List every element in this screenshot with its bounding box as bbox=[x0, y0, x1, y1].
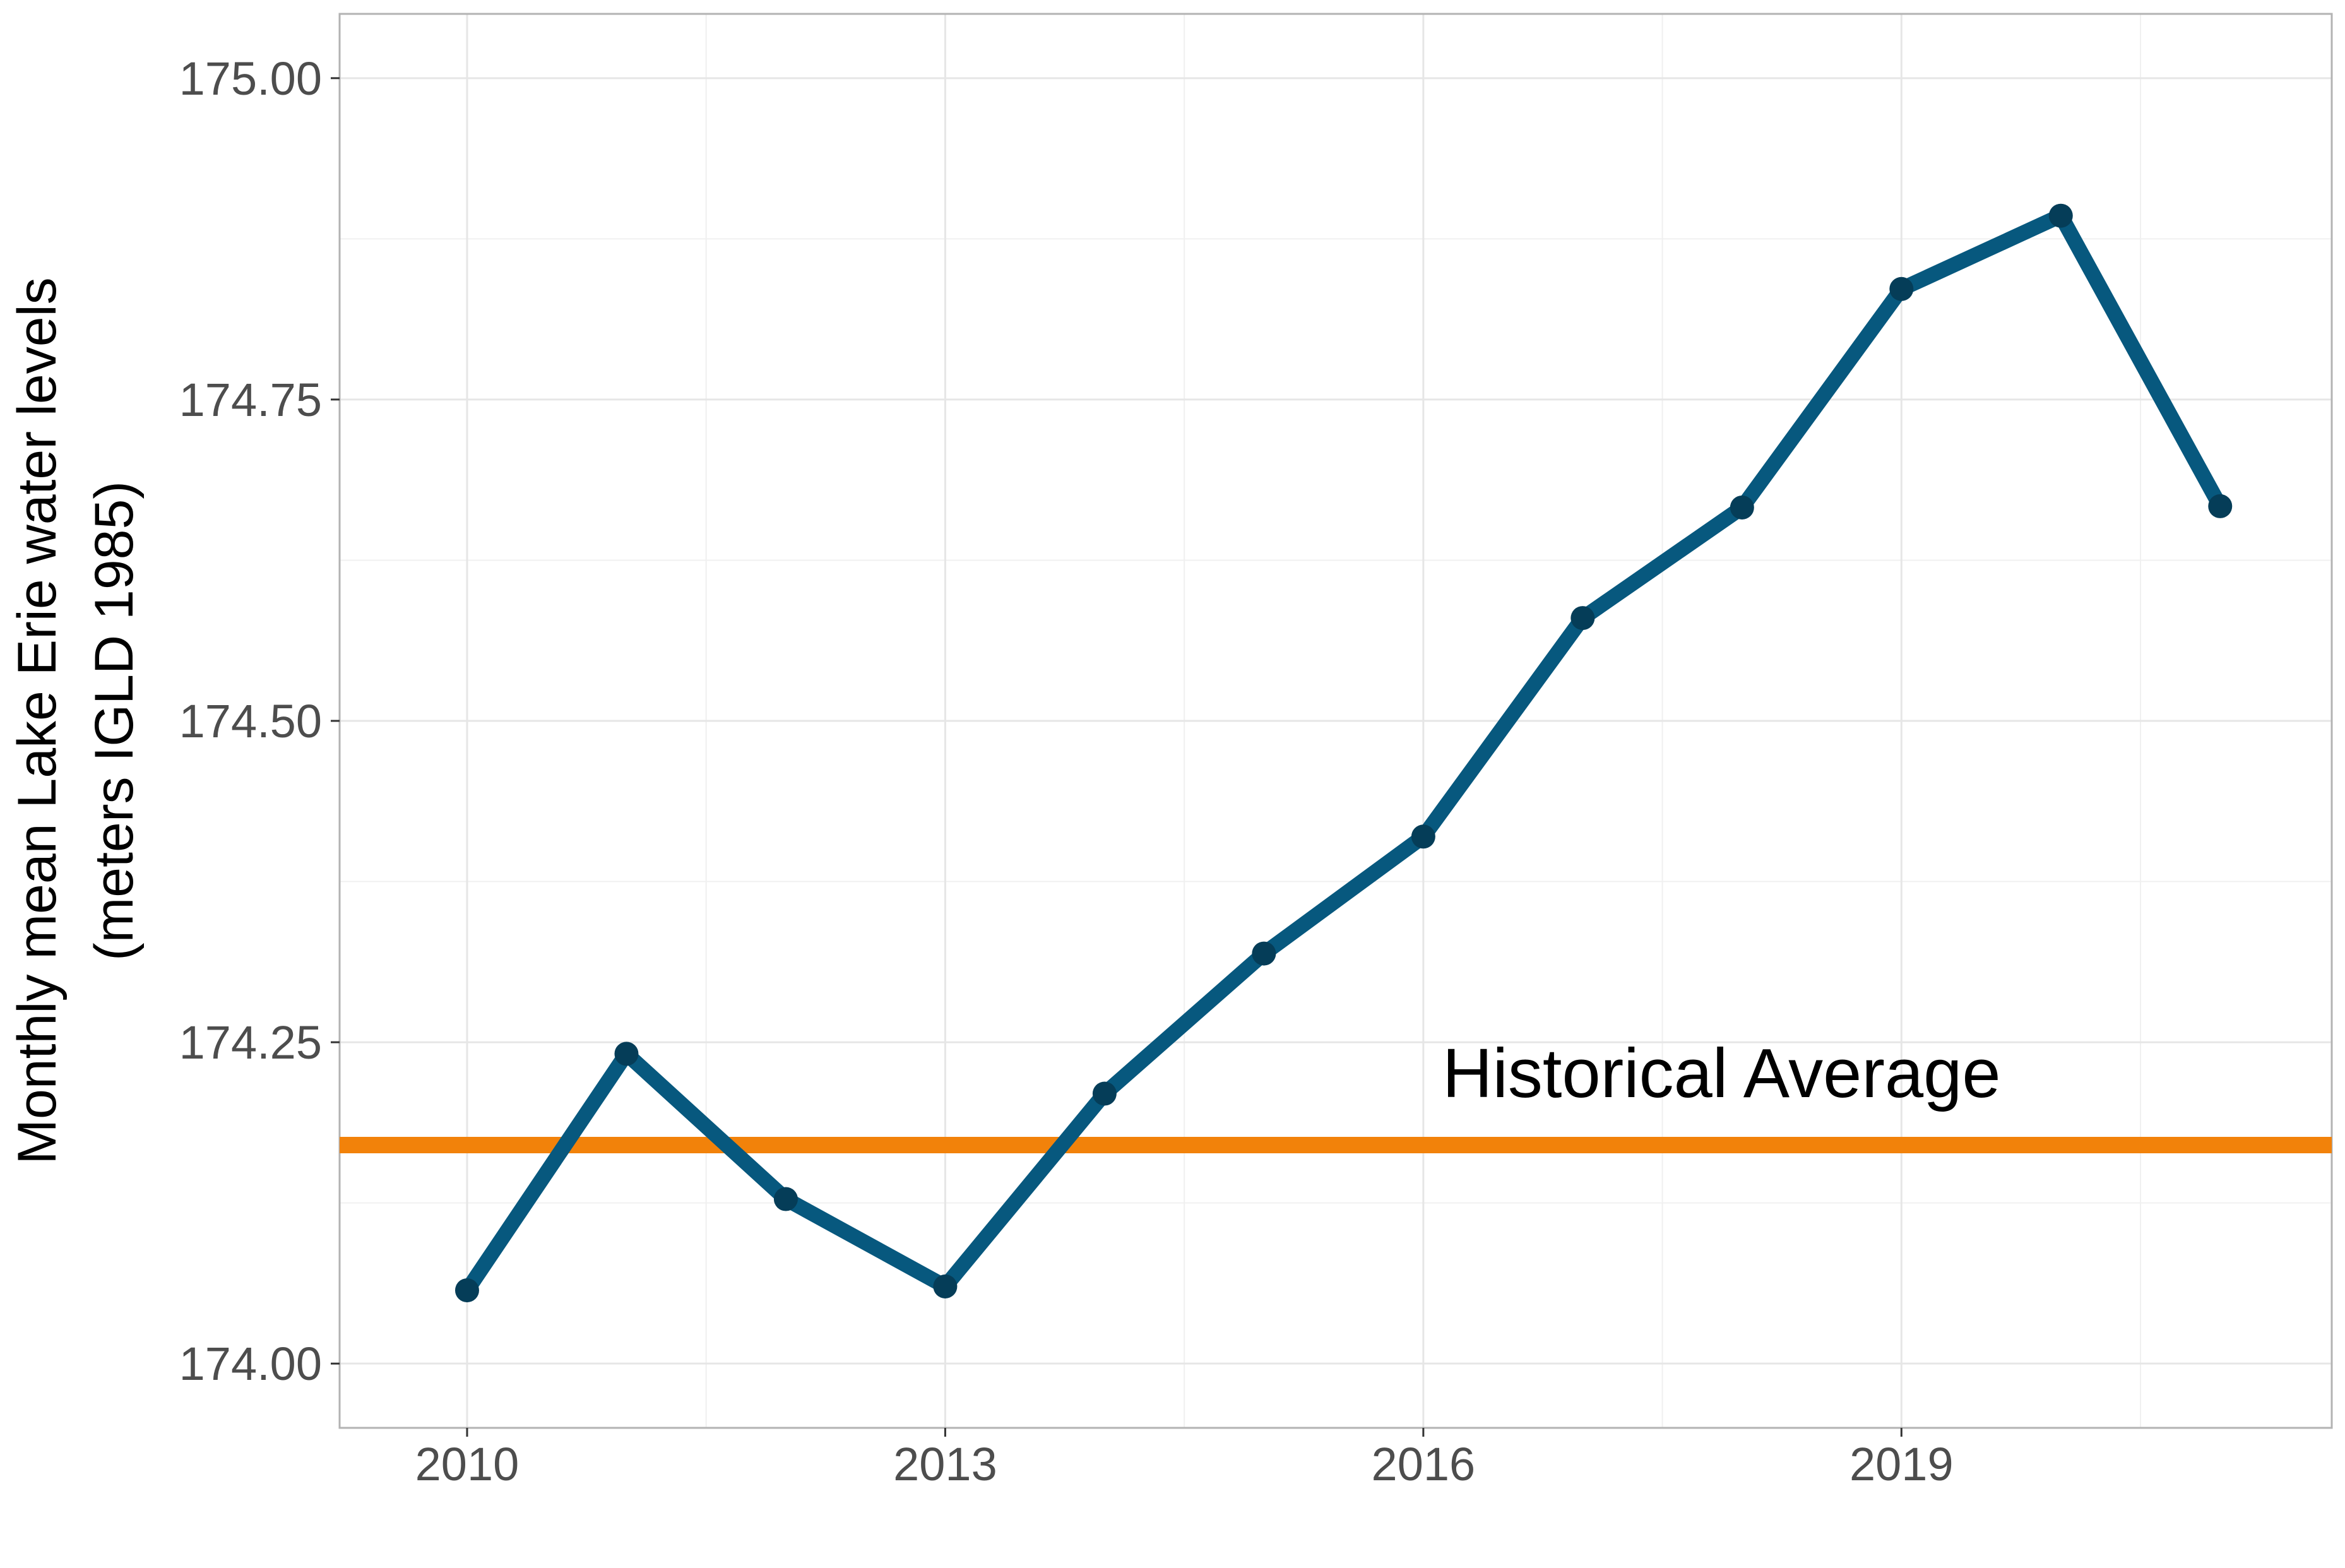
reference-line-label: Historical Average bbox=[1442, 1035, 2001, 1112]
data-point bbox=[1411, 824, 1435, 849]
data-point bbox=[2048, 203, 2073, 228]
minor-gridlines bbox=[340, 14, 2332, 1428]
data-point bbox=[1252, 941, 1276, 966]
data-point bbox=[454, 1278, 479, 1303]
y-axis-title-line-1: Monthly mean Lake Erie water levels bbox=[7, 277, 68, 1164]
data-point bbox=[1092, 1081, 1117, 1106]
y-tick-label: 174.25 bbox=[179, 1016, 322, 1069]
y-tick-label: 174.00 bbox=[179, 1338, 322, 1390]
major-gridlines bbox=[340, 14, 2332, 1428]
water-level-series-line bbox=[459, 208, 2228, 1298]
y-tick-label: 175.00 bbox=[179, 52, 322, 105]
x-tick-label: 2010 bbox=[415, 1438, 519, 1490]
data-point bbox=[1889, 276, 1914, 301]
x-tick-label: 2013 bbox=[893, 1438, 997, 1490]
y-axis-ticks: 174.00 174.25 174.50 174.75 175.00 bbox=[179, 52, 340, 1390]
x-tick-label: 2019 bbox=[1849, 1438, 1954, 1490]
x-tick-label: 2016 bbox=[1372, 1438, 1476, 1490]
y-tick-label: 174.75 bbox=[179, 374, 322, 426]
data-point bbox=[1730, 495, 1754, 520]
data-point bbox=[614, 1042, 639, 1066]
data-point bbox=[1570, 606, 1595, 631]
x-axis-ticks: 2010 2013 2016 2019 bbox=[415, 1428, 1954, 1490]
data-point bbox=[933, 1274, 958, 1298]
y-axis-title-line-2: (meters IGLD 1985) bbox=[84, 481, 145, 961]
data-point bbox=[2208, 494, 2233, 518]
y-tick-label: 174.50 bbox=[179, 695, 322, 747]
data-point bbox=[773, 1187, 798, 1211]
series-layer bbox=[454, 203, 2233, 1303]
